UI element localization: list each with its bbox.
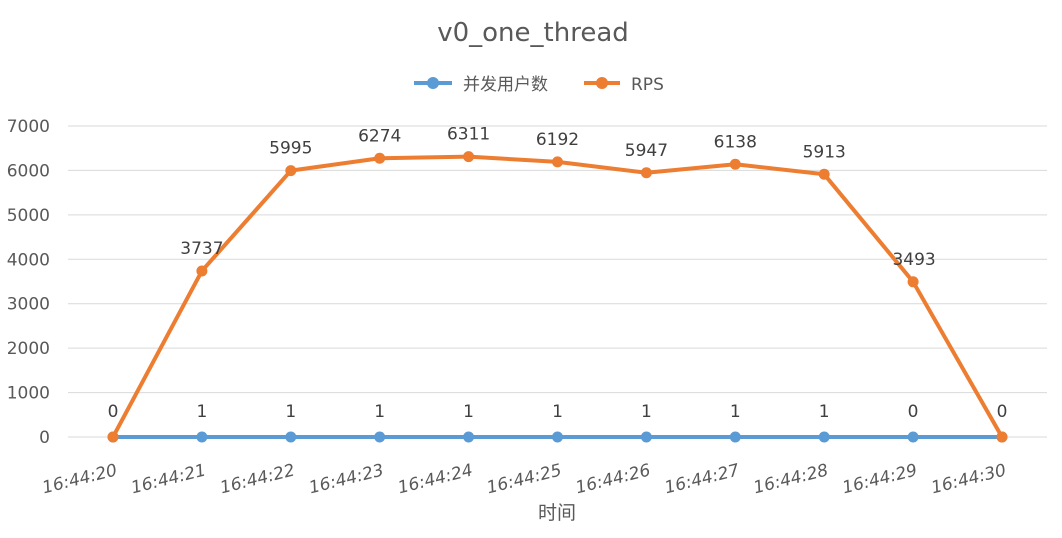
legend-marker — [427, 77, 439, 89]
y-tick-label: 2000 — [7, 339, 50, 359]
data-point — [818, 431, 830, 443]
x-tick-label: 16:44:29 — [840, 460, 919, 498]
x-tick-label: 16:44:23 — [307, 460, 386, 498]
legend-label: 并发用户数 — [463, 75, 548, 95]
x-axis: 16:44:20 16:44:21 16:44:22 16:44:23 16:44:24… — [40, 460, 1008, 498]
data-point — [285, 165, 297, 177]
x-tick-label: 16:44:22 — [218, 460, 297, 498]
data-point — [196, 265, 208, 277]
data-label: 5995 — [269, 139, 312, 159]
series-line — [111, 154, 1004, 439]
data-point — [729, 431, 741, 443]
series-0 — [107, 431, 1008, 443]
series-layer — [107, 151, 1008, 443]
data-label: 6274 — [358, 126, 401, 146]
y-tick-label: 3000 — [7, 295, 50, 315]
data-label: 1 — [374, 402, 385, 422]
x-tick-label: 16:44:28 — [751, 460, 830, 498]
data-label: 6138 — [714, 132, 757, 152]
data-point — [374, 152, 386, 164]
y-tick-label: 1000 — [7, 384, 50, 404]
chart-title: v0_one_thread — [437, 18, 629, 48]
data-label: 1 — [285, 402, 296, 422]
data-point — [107, 431, 119, 443]
x-tick-label: 16:44:26 — [574, 460, 653, 498]
data-point — [463, 431, 475, 443]
x-tick-label: 16:44:24 — [396, 460, 475, 498]
data-point — [818, 168, 830, 180]
data-point — [552, 431, 563, 443]
legend: 并发用户数 RPS — [414, 75, 664, 95]
series-1 — [107, 151, 1008, 443]
data-label: 5947 — [625, 141, 668, 161]
data-label: 1 — [463, 402, 474, 422]
legend-label: RPS — [631, 75, 664, 95]
x-tick-label: 16:44:21 — [129, 460, 208, 498]
legend-item: RPS — [584, 75, 664, 95]
data-label: 6311 — [447, 125, 490, 145]
x-axis-title: 时间 — [538, 502, 576, 524]
y-tick-label: 5000 — [7, 206, 50, 226]
data-point — [196, 431, 208, 443]
data-point — [996, 431, 1008, 443]
data-label: 1 — [196, 402, 207, 422]
data-point — [640, 431, 652, 443]
gridlines — [68, 125, 1047, 438]
data-point — [907, 276, 919, 288]
data-label: 0 — [997, 402, 1008, 422]
y-tick-label: 4000 — [7, 250, 50, 270]
data-label: 6192 — [536, 130, 579, 150]
data-label: 1 — [730, 402, 741, 422]
legend-item: 并发用户数 — [414, 75, 548, 95]
data-label: 3493 — [892, 250, 935, 270]
data-label: 3737 — [180, 239, 223, 259]
data-label: 0 — [108, 402, 119, 422]
data-point — [907, 431, 919, 443]
data-point — [552, 156, 563, 168]
data-label: 5913 — [803, 142, 846, 162]
x-tick-label: 16:44:30 — [929, 460, 1008, 498]
data-point — [285, 431, 297, 443]
y-tick-label: 6000 — [7, 161, 50, 181]
data-label: 1 — [552, 402, 563, 422]
data-label: 1 — [641, 402, 652, 422]
data-labels: 0 1 1 1 1 1 1 1 1 0 0 3737 5995 6274 6311 6192 5947 6138 5… — [108, 125, 1008, 422]
y-tick-label: 7000 — [7, 117, 50, 137]
x-tick-label: 16:44:25 — [485, 460, 564, 498]
legend-marker — [596, 77, 608, 89]
data-point — [729, 158, 741, 170]
data-label: 0 — [908, 402, 919, 422]
y-axis: 0 1000 2000 3000 4000 5000 6000 7000 — [7, 117, 50, 448]
x-tick-label: 16:44:20 — [40, 460, 119, 498]
data-point — [463, 151, 475, 163]
x-tick-label: 16:44:27 — [663, 460, 742, 498]
data-label: 1 — [819, 402, 830, 422]
data-point — [374, 431, 386, 443]
data-point — [640, 167, 652, 179]
y-tick-label: 0 — [39, 428, 50, 448]
